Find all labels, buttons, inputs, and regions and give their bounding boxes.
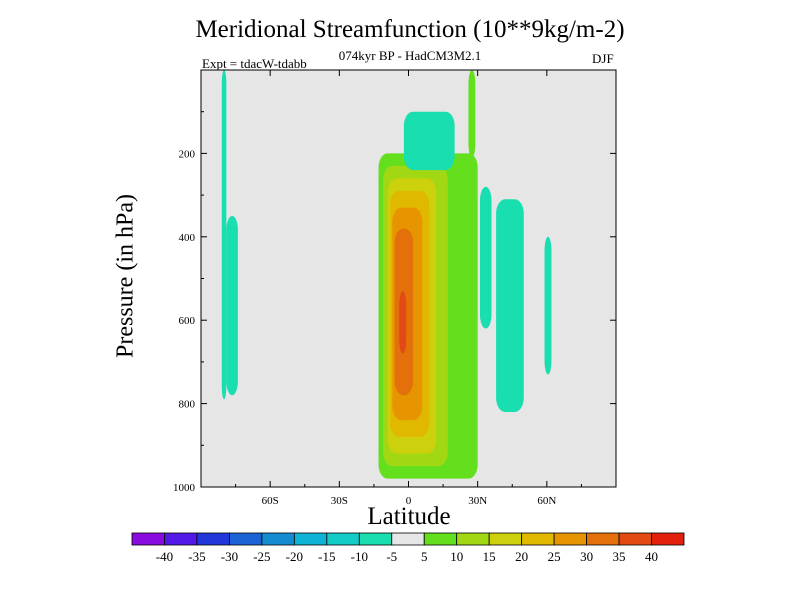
- y-tick-label: 400: [179, 232, 196, 244]
- chart-subtitle: 074kyr BP - HadCM3M2.1: [338, 48, 482, 63]
- x-ticks: 60S 30S 0 30N 60N: [235, 70, 582, 507]
- colorbar-box: [391, 532, 425, 546]
- x-tick-label: 0: [406, 495, 412, 507]
- experiment-label: Expt = tdacW-tdabb: [202, 56, 307, 71]
- colorbar-box: [553, 532, 587, 546]
- colorbar-box: [131, 532, 165, 546]
- colorbar-box: [358, 532, 393, 546]
- colorbar-box: [164, 532, 198, 546]
- colorbar-label: 15: [483, 549, 496, 564]
- colorbar-label: 40: [645, 549, 658, 564]
- x-axis-label: Latitude: [367, 503, 451, 530]
- contour-region-nh-negative-cell: [496, 199, 524, 412]
- chart-title: Meridional Streamfunction (10**9kg/m-2): [195, 16, 625, 43]
- y-tick-label: 200: [179, 148, 196, 160]
- x-tick-label: 60S: [262, 495, 279, 507]
- colorbar-box: [488, 532, 523, 546]
- colorbar-label: -40: [156, 549, 173, 564]
- colorbar-box: [293, 532, 328, 546]
- colorbar-box: [456, 532, 490, 546]
- y-tick-label: 800: [179, 399, 196, 411]
- x-tick-label: 30S: [331, 495, 348, 507]
- colorbar-box: [326, 532, 360, 546]
- colorbar-box: [229, 532, 263, 546]
- colorbar-box: [586, 532, 620, 546]
- contour-region-upper-negative-cell: [403, 111, 455, 171]
- y-tick-label: 600: [179, 315, 196, 327]
- colorbar-label: -20: [286, 549, 303, 564]
- colorbar-box: [521, 532, 555, 546]
- colorbar-label: 25: [548, 549, 561, 564]
- colorbar-box: [261, 532, 295, 546]
- colorbar-label: -25: [253, 549, 270, 564]
- colorbar-label: 10: [450, 549, 463, 564]
- colorbar-label: 20: [515, 549, 528, 564]
- colorbar-box: [618, 532, 652, 546]
- colorbar-labels: -40 -35 -30 -25 -20 -15 -10 -5 5 10 15 20 25 30 35 40: [156, 549, 658, 564]
- colorbar-box: [423, 532, 458, 546]
- contour-region-sh-negative-lower: [226, 215, 238, 396]
- colorbar-label: -15: [318, 549, 335, 564]
- colorbar-label: -10: [351, 549, 368, 564]
- y-tick-label: 1000: [173, 482, 196, 494]
- colorbar-label: -30: [221, 549, 238, 564]
- colorbar-label: -5: [386, 549, 397, 564]
- colorbar-box: [651, 532, 685, 546]
- contour-region-nh-positive-upper: [468, 70, 476, 158]
- colorbar-label: -35: [188, 549, 205, 564]
- contour-region-sh-polar-negative-upper: [221, 70, 227, 400]
- x-tick-label: 60N: [537, 495, 556, 507]
- colorbar-label: 30: [580, 549, 593, 564]
- colorbar-boxes: [131, 532, 685, 546]
- colorbar-label: 5: [421, 549, 428, 564]
- contour-region-nh-negative-narrow: [479, 186, 492, 329]
- contour-regions: [221, 70, 552, 479]
- colorbar-box: [196, 532, 230, 546]
- contour-region-nh-negative-60n: [544, 236, 552, 375]
- season-label: DJF: [592, 51, 614, 66]
- x-tick-label: 30N: [468, 495, 487, 507]
- colorbar-label: 35: [613, 549, 626, 564]
- y-ticks: 200 400 600 800 1000: [173, 111, 616, 494]
- contour-region-tropical-cell-core: [399, 291, 407, 354]
